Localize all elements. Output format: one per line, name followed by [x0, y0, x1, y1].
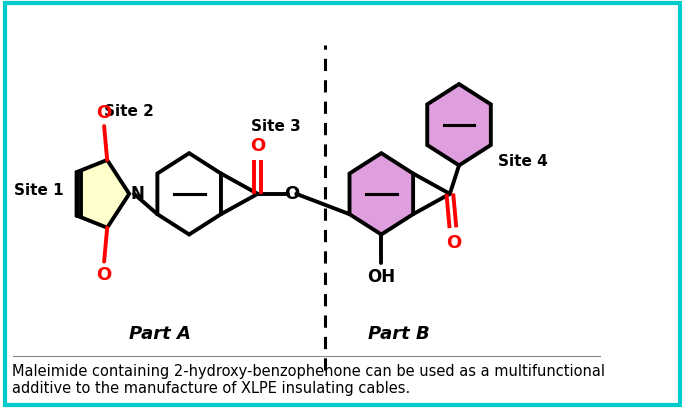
Text: O: O: [447, 234, 462, 252]
Text: Maleimide containing 2-hydroxy-benzophenone can be used as a multifunctional
add: Maleimide containing 2-hydroxy-benzophen…: [12, 364, 605, 397]
Text: O: O: [250, 137, 265, 155]
Text: Part B: Part B: [368, 325, 429, 343]
Text: N: N: [131, 185, 145, 203]
Text: O: O: [284, 185, 299, 203]
Text: Site 3: Site 3: [251, 119, 301, 133]
Text: Site 2: Site 2: [103, 104, 153, 119]
Polygon shape: [77, 160, 129, 228]
Text: OH: OH: [367, 268, 395, 286]
Text: Part A: Part A: [129, 325, 190, 343]
Text: Site 1: Site 1: [14, 183, 64, 198]
Polygon shape: [349, 153, 413, 235]
Text: Site 4: Site 4: [499, 155, 548, 169]
Polygon shape: [158, 153, 221, 235]
Polygon shape: [427, 84, 491, 165]
Text: O: O: [97, 266, 112, 284]
Text: O: O: [97, 104, 112, 122]
